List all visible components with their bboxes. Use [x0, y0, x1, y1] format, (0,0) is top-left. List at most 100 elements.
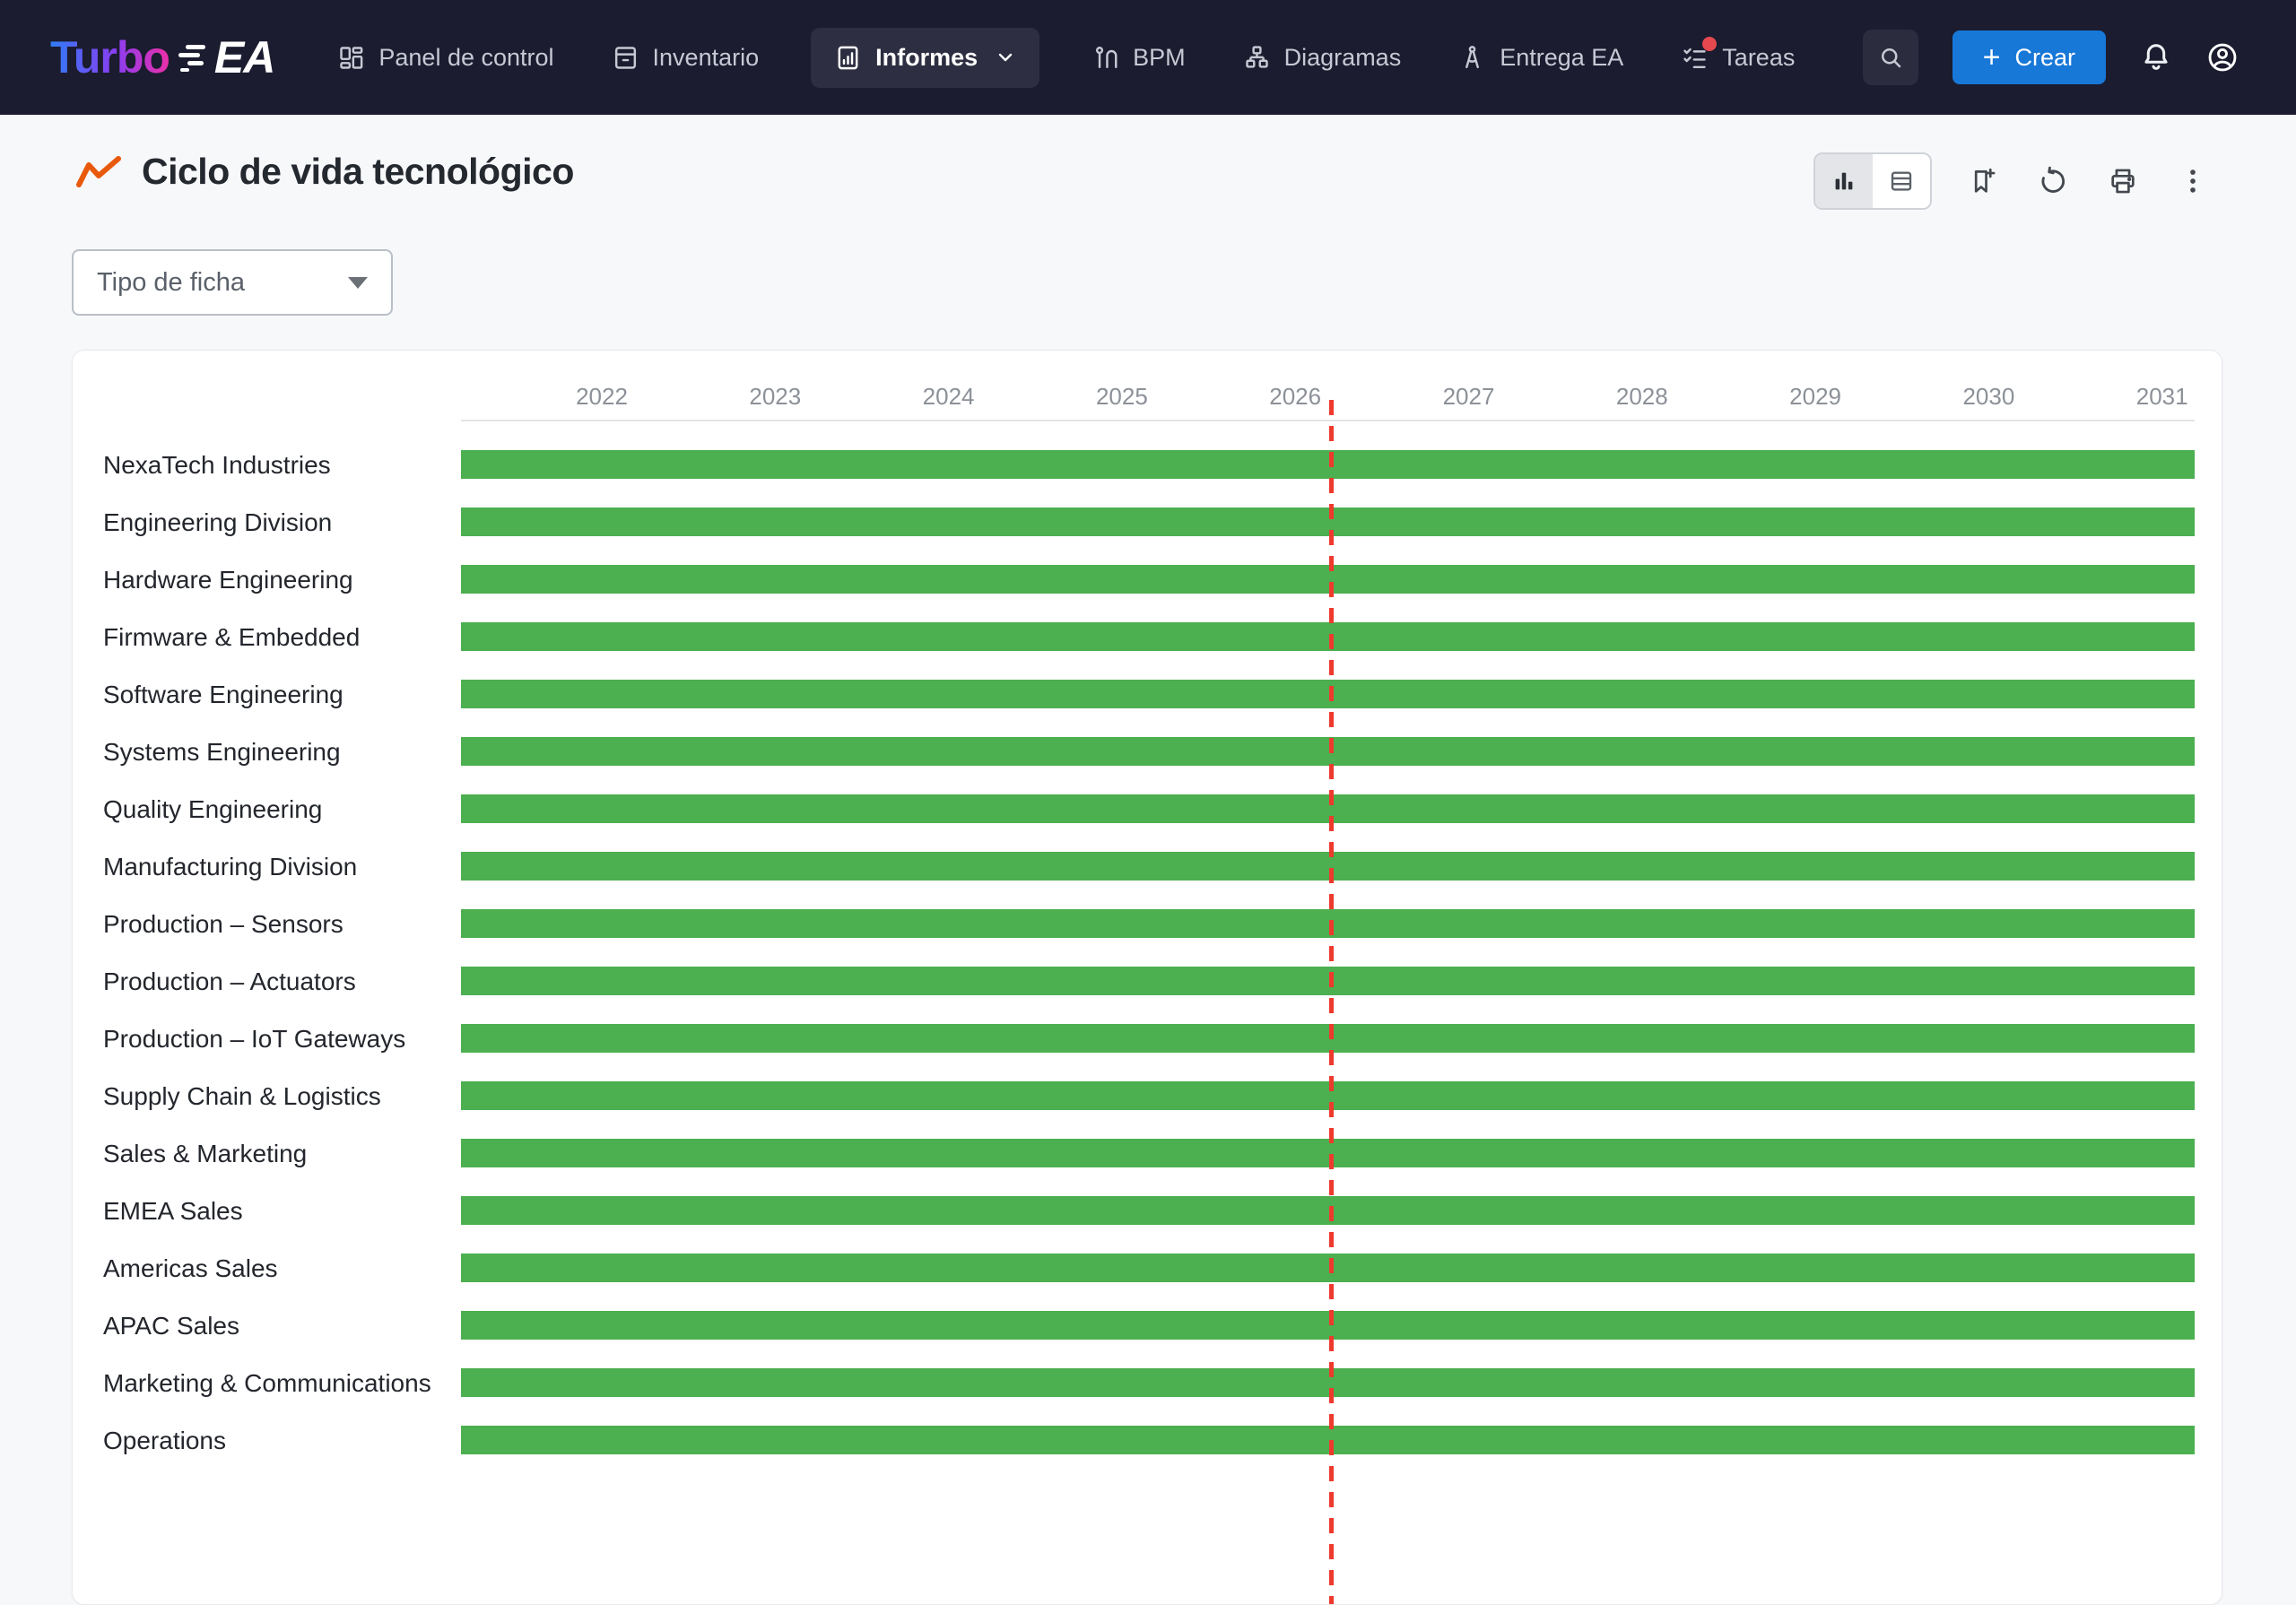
- today-marker-line: [1329, 400, 1334, 1604]
- notifications-button[interactable]: [2140, 41, 2172, 74]
- year-label: 2028: [1615, 383, 1668, 410]
- bar-chart-view-icon: [1835, 172, 1853, 190]
- year-label: 2030: [1962, 383, 2015, 410]
- nav-item-label: Diagramas: [1283, 43, 1402, 71]
- gantt-bar[interactable]: [461, 508, 2195, 536]
- card-type-filter[interactable]: Tipo de ficha: [72, 249, 393, 316]
- gantt-bar[interactable]: [461, 794, 2195, 823]
- gantt-bar[interactable]: [461, 1024, 2195, 1053]
- search-button[interactable]: [1862, 30, 1918, 85]
- gantt-row-label[interactable]: APAC Sales: [103, 1312, 239, 1340]
- timeline-divider: [461, 420, 2195, 421]
- gantt-row-label[interactable]: Production – Sensors: [103, 910, 344, 938]
- gantt-row-label[interactable]: Engineering Division: [103, 508, 333, 536]
- nav-item-tareas[interactable]: Tareas: [1675, 28, 1800, 88]
- nav-item-label: BPM: [1133, 43, 1186, 71]
- gantt-bar[interactable]: [461, 967, 2195, 995]
- nav-item-label: Panel de control: [378, 43, 554, 71]
- gantt-bar[interactable]: [461, 622, 2195, 651]
- main-menu: Panel de control Inventario Informes BPM: [332, 27, 1800, 88]
- gantt-row-label[interactable]: Sales & Marketing: [103, 1140, 308, 1167]
- year-label: 2029: [1789, 383, 1842, 410]
- view-toggle: [1813, 152, 1932, 210]
- create-button-label: Crear: [2014, 43, 2075, 71]
- year-label: 2027: [1442, 383, 1495, 410]
- gantt-row-label[interactable]: Production – IoT Gateways: [103, 1025, 406, 1053]
- page-header: Ciclo de vida tecnológico: [75, 151, 574, 193]
- gantt-bar[interactable]: [461, 852, 2195, 881]
- gantt-row-label[interactable]: EMEA Sales: [103, 1197, 243, 1225]
- logo-ea-text: EA: [213, 32, 275, 82]
- nav-item-entrega-ea[interactable]: Entrega EA: [1453, 28, 1629, 88]
- gantt-row-label[interactable]: Supply Chain & Logistics: [103, 1082, 381, 1110]
- gantt-bar[interactable]: [461, 450, 2195, 479]
- year-label: 2025: [1095, 383, 1148, 410]
- gantt-row-label[interactable]: NexaTech Industries: [103, 451, 331, 479]
- nav-item-diagramas[interactable]: Diagramas: [1238, 28, 1407, 88]
- diagrams-icon: [1245, 45, 1268, 68]
- gantt-row-label[interactable]: Systems Engineering: [103, 738, 341, 766]
- chevron-down-icon: [998, 53, 1013, 62]
- gantt-row-label[interactable]: Marketing & Communications: [103, 1369, 431, 1397]
- nav-item-bpm[interactable]: BPM: [1086, 28, 1191, 88]
- gantt-bar[interactable]: [461, 1196, 2195, 1225]
- gantt-row-label[interactable]: Quality Engineering: [103, 795, 323, 823]
- gantt-bar[interactable]: [461, 1426, 2195, 1454]
- gantt-bar[interactable]: [461, 565, 2195, 594]
- gantt-bar[interactable]: [461, 1081, 2195, 1110]
- gantt-row-label[interactable]: Firmware & Embedded: [103, 623, 361, 651]
- gantt-bar[interactable]: [461, 680, 2195, 708]
- dashboard-icon: [340, 46, 363, 69]
- year-label: 2026: [1269, 383, 1322, 410]
- print-button[interactable]: [2104, 162, 2142, 200]
- year-label: 2031: [2135, 383, 2188, 410]
- app-logo[interactable]: Turbo EA: [50, 31, 275, 83]
- gantt-bar[interactable]: [461, 1368, 2195, 1397]
- print-icon: [2111, 169, 2135, 194]
- filter-label: Tipo de ficha: [97, 267, 245, 297]
- user-avatar-icon: [2208, 43, 2237, 72]
- bell-icon: [2144, 44, 2168, 70]
- logo-turbo-text: Turbo: [50, 32, 170, 82]
- kebab-menu-button[interactable]: [2174, 162, 2212, 200]
- notification-dot: [1702, 36, 1718, 51]
- bookmark-add-icon: [1974, 168, 1996, 193]
- refresh-icon: [2041, 166, 2066, 193]
- lifecycle-chart-card: 2022 2023 2024 2025 2026 2027 2028 2029 2030 2031…: [72, 350, 2222, 1605]
- nav-right-group: + Crear: [1862, 30, 2239, 85]
- gantt-bar[interactable]: [461, 1139, 2195, 1167]
- page-title: Ciclo de vida tecnológico: [142, 151, 574, 192]
- trend-line-icon: [76, 155, 121, 187]
- nav-item-label: Tareas: [1722, 43, 1796, 71]
- table-view-button[interactable]: [1873, 154, 1930, 208]
- profile-button[interactable]: [2206, 41, 2239, 74]
- gantt-row-label[interactable]: Software Engineering: [103, 681, 344, 708]
- speed-lines-icon: [178, 45, 205, 72]
- gantt-bar[interactable]: [461, 1254, 2195, 1282]
- plus-icon: +: [1982, 40, 2001, 74]
- inventory-icon: [614, 46, 636, 69]
- gantt-row-label[interactable]: Production – Actuators: [103, 967, 356, 995]
- gantt-row-label[interactable]: Manufacturing Division: [103, 853, 358, 881]
- tasks-icon: [1683, 48, 1707, 68]
- report-toolbar: [1813, 152, 2212, 210]
- nav-item-label: Inventario: [652, 43, 760, 71]
- bar-chart-view-button[interactable]: [1815, 154, 1873, 208]
- gantt-bar[interactable]: [461, 737, 2195, 766]
- bpm-icon: [1096, 46, 1118, 68]
- gantt-row-label[interactable]: Americas Sales: [103, 1254, 278, 1282]
- search-icon: [1881, 48, 1900, 68]
- top-nav: Turbo EA Panel de control Inventario: [0, 0, 2296, 115]
- nav-item-label: Entrega EA: [1500, 43, 1624, 71]
- bookmark-add-button[interactable]: [1964, 162, 2002, 200]
- year-label: 2023: [749, 383, 802, 410]
- create-button[interactable]: + Crear: [1952, 30, 2106, 84]
- gantt-bar[interactable]: [461, 1311, 2195, 1340]
- gantt-row-label[interactable]: Operations: [103, 1427, 226, 1454]
- nav-item-inventario[interactable]: Inventario: [606, 28, 765, 88]
- gantt-bar[interactable]: [461, 909, 2195, 938]
- nav-item-informes[interactable]: Informes: [811, 27, 1040, 88]
- gantt-row-label[interactable]: Hardware Engineering: [103, 566, 353, 594]
- refresh-button[interactable]: [2034, 162, 2072, 200]
- nav-item-panel-de-control[interactable]: Panel de control: [332, 28, 559, 88]
